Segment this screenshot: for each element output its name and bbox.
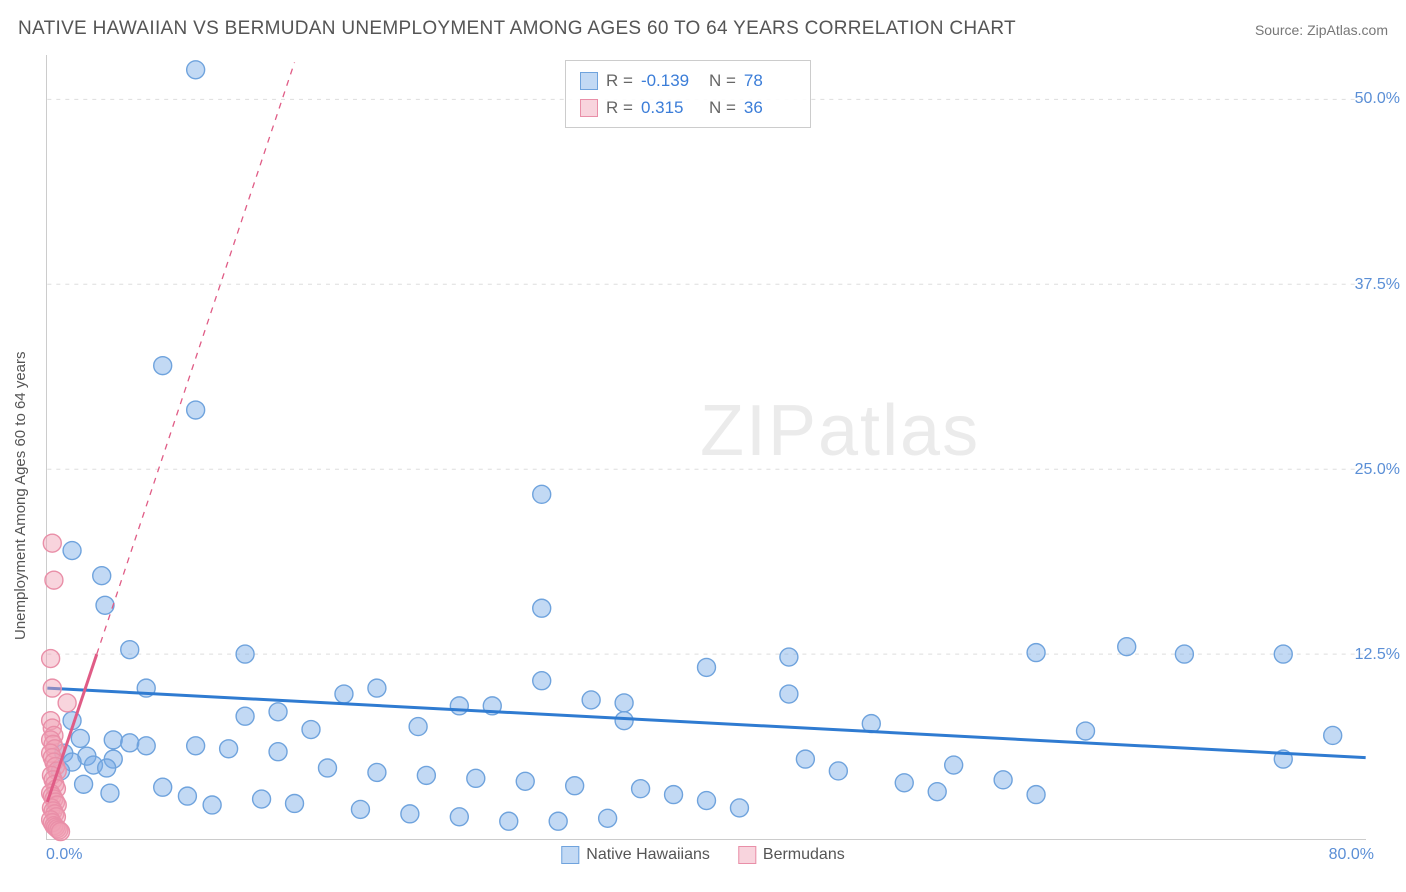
x-tick-min: 0.0% — [46, 846, 82, 864]
y-tick-label: 25.0% — [1355, 461, 1400, 479]
y-tick-label: 50.0% — [1355, 90, 1400, 108]
source-attribution: Source: ZipAtlas.com — [1255, 22, 1388, 38]
chart-title: NATIVE HAWAIIAN VS BERMUDAN UNEMPLOYMENT… — [18, 18, 1016, 40]
x-tick-max: 80.0% — [1329, 846, 1374, 864]
stats-row: R =-0.139 N =78 — [580, 67, 796, 94]
y-tick-label: 37.5% — [1355, 276, 1400, 294]
scatter-svg — [47, 55, 1366, 839]
chart-plot-area — [46, 55, 1366, 840]
y-axis-label: Unemployment Among Ages 60 to 64 years — [12, 351, 29, 640]
legend-item: Native Hawaiians — [561, 846, 710, 864]
series-legend: Native Hawaiians Bermudans — [561, 846, 844, 864]
stats-row: R =0.315 N =36 — [580, 94, 796, 121]
legend-item: Bermudans — [738, 846, 845, 864]
y-tick-label: 12.5% — [1355, 646, 1400, 664]
correlation-stats-box: R =-0.139 N =78 R =0.315 N =36 — [565, 60, 811, 128]
